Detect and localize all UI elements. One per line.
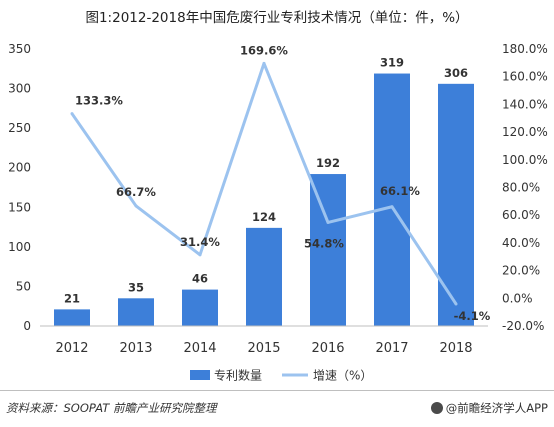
bar-patents [438,83,474,326]
bar-value-label: 46 [192,272,208,286]
y-right-tick-label: 140.0% [502,97,548,111]
x-tick-label: 2012 [55,341,88,356]
bar-patents [54,309,90,326]
y-right-tick-label: -20.0% [502,319,544,333]
line-value-label: 54.8% [304,236,344,250]
x-tick-label: 2014 [183,341,216,356]
bar-value-label: 306 [444,66,468,80]
bar-patents [118,298,154,326]
x-tick-label: 2017 [375,341,408,356]
bar-value-label: 319 [380,56,404,70]
bar-value-label: 192 [316,156,340,170]
y-left-tick-label: 100 [8,240,31,254]
y-left-tick-label: 50 [16,279,31,293]
y-left-tick-label: 300 [8,82,31,96]
line-value-label: -4.1% [454,309,491,323]
bar-patents [246,227,282,326]
footer-divider [0,390,554,391]
y-right-tick-label: 20.0% [502,264,540,278]
y-left-tick-label: 350 [8,42,31,56]
x-tick-label: 2018 [439,341,472,356]
y-left-tick-label: 0 [23,319,31,333]
line-point [134,204,138,208]
line-point [70,112,74,116]
bar-patents [374,73,410,326]
bar-value-label: 35 [128,280,144,294]
chart-title: 图1:2012-2018年中国危废行业专利技术情况（单位：件，%） [85,10,469,26]
line-point [454,302,458,306]
line-point [262,61,266,65]
line-value-label: 133.3% [75,94,123,108]
brand-text: @前瞻经济学人APP [445,401,548,415]
y-right-tick-label: 100.0% [502,153,548,167]
bar-patents [182,289,218,326]
y-left-tick-label: 150 [8,200,31,214]
y-right-tick-label: 60.0% [502,208,540,222]
line-point [390,205,394,209]
line-point [326,220,330,224]
line-value-label: 169.6% [240,43,288,57]
x-tick-label: 2015 [247,341,280,356]
x-tick-label: 2016 [311,341,344,356]
bar-value-label: 21 [64,291,80,305]
y-right-tick-label: 80.0% [502,181,540,195]
legend-label-growth: 增速（%） [313,369,372,383]
x-tick-label: 2013 [119,341,152,356]
source-note: 资料来源：SOOPAT 前瞻产业研究院整理 [6,401,217,415]
y-right-tick-label: 120.0% [502,125,548,139]
y-right-tick-label: 180.0% [502,42,548,56]
line-point [198,253,202,257]
legend-swatch-patents [190,370,210,380]
y-right-tick-label: 0.0% [502,291,533,305]
line-value-label: 66.1% [380,184,420,198]
bar-patents [310,174,346,326]
line-value-label: 66.7% [116,185,156,199]
line-value-label: 31.4% [180,235,220,249]
y-left-tick-label: 200 [8,161,31,175]
legend-label-patents: 专利数量 [214,368,262,383]
y-right-tick-label: 160.0% [502,70,548,84]
qianzhan-logo-icon [430,402,443,414]
brand-credit: @前瞻经济学人APP [430,400,548,416]
bar-value-label: 124 [252,210,276,224]
y-right-tick-label: 40.0% [502,236,540,250]
y-left-tick-label: 250 [8,121,31,135]
